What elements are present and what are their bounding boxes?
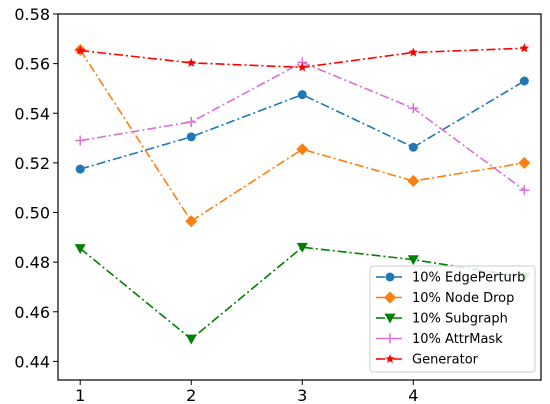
y-tick-label: 0.48 <box>14 253 50 272</box>
data-point <box>297 62 308 72</box>
x-tick-label: 4 <box>408 386 418 404</box>
data-point <box>296 242 308 253</box>
legend-entry: 10% AttrMask <box>376 332 503 347</box>
x-tick-label: 1 <box>75 386 85 404</box>
series-line <box>80 61 525 191</box>
data-point <box>297 90 307 100</box>
x-tick-label: 3 <box>297 386 307 404</box>
data-point <box>75 45 85 55</box>
y-tick-label: 0.56 <box>14 55 50 74</box>
legend-label: 10% Node Drop <box>412 291 514 306</box>
data-point <box>186 57 196 67</box>
data-point <box>385 272 395 282</box>
axes-frame <box>57 13 542 381</box>
data-point <box>385 354 395 364</box>
data-point <box>75 164 85 174</box>
legend-label: 10% EdgePerturb <box>412 271 525 286</box>
series-group <box>75 43 530 72</box>
data-point <box>186 132 196 142</box>
data-point <box>384 291 396 304</box>
legend-label: Generator <box>412 353 479 368</box>
data-point <box>185 215 198 228</box>
y-tick-label: 0.54 <box>14 104 50 123</box>
x-tick-label: 2 <box>186 386 196 404</box>
legend-entry: 10% Subgraph <box>376 312 508 327</box>
legend: 10% EdgePerturb 10% Node Drop 10% Subgraph… <box>369 265 536 373</box>
data-point <box>185 334 197 345</box>
y-tick-label: 0.44 <box>14 352 50 371</box>
data-point <box>407 255 419 266</box>
data-point <box>75 135 86 146</box>
data-point <box>408 103 419 114</box>
series-group <box>75 57 530 196</box>
data-point <box>74 244 86 254</box>
data-point <box>518 156 531 169</box>
data-point <box>296 143 309 156</box>
data-point <box>385 333 395 344</box>
legend-entry: Generator <box>376 353 479 368</box>
legend-label: 10% AttrMask <box>412 332 503 347</box>
series-group <box>75 76 529 174</box>
x-axis: 1 2 3 4 <box>75 380 418 404</box>
y-axis: 0.44 0.46 0.48 0.50 0.52 0.54 0.56 0.58 <box>14 5 58 371</box>
legend-entry: 10% EdgePerturb <box>376 271 525 286</box>
y-tick-label: 0.50 <box>14 204 50 223</box>
y-tick-label: 0.52 <box>14 154 50 173</box>
data-point <box>407 174 420 187</box>
data-point <box>408 47 419 57</box>
legend-entry: 10% Node Drop <box>376 291 514 306</box>
data-point <box>519 185 530 196</box>
legend-box <box>369 265 536 373</box>
legend-label: 10% Subgraph <box>412 312 508 327</box>
data-point <box>519 43 530 53</box>
data-point <box>519 76 529 86</box>
series-group <box>74 43 531 228</box>
y-tick-label: 0.58 <box>14 5 50 24</box>
series-line <box>79 49 525 223</box>
data-point <box>186 116 197 127</box>
y-tick-label: 0.46 <box>14 303 50 322</box>
data-point <box>408 142 418 152</box>
data-point <box>384 313 396 324</box>
